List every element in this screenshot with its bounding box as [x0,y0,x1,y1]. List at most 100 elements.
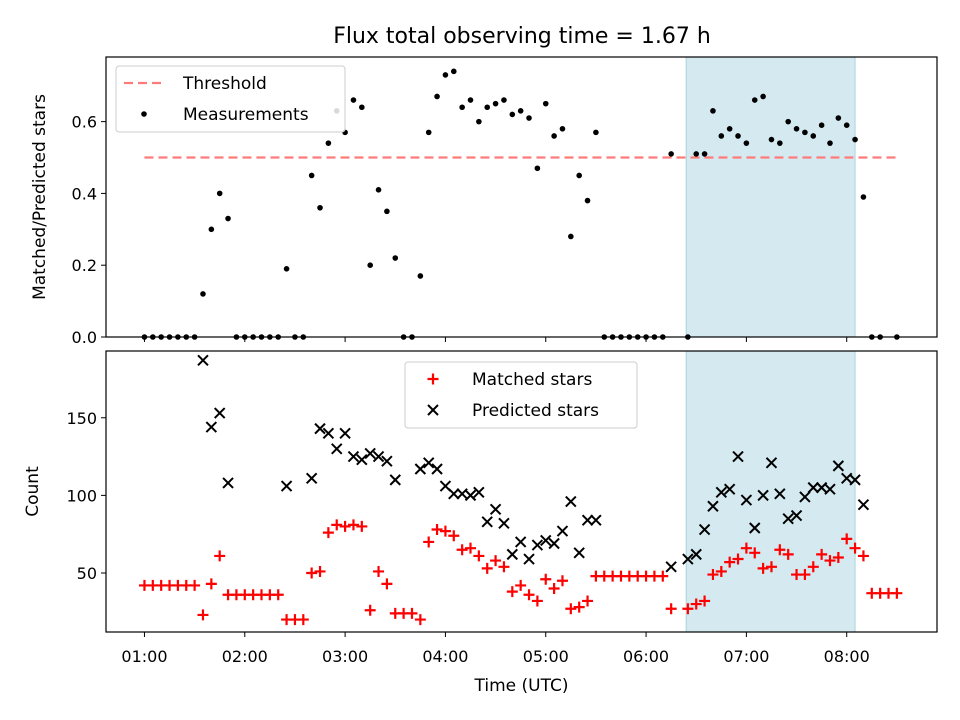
data-point [473,486,485,498]
data-point [456,544,468,556]
data-point [590,514,602,526]
data-point [665,561,677,573]
data-point [414,463,427,475]
data-point [542,100,549,107]
x-tick-label: 02:00 [222,647,268,666]
data-point [777,140,783,146]
data-point [807,561,819,573]
data-point [459,104,465,111]
legend-label: Predicted stars [472,401,599,421]
data-point [422,457,435,469]
data-point [501,97,507,103]
data-point [197,354,209,367]
data-point [707,500,719,512]
data-point [481,562,493,574]
data-point [439,525,451,537]
data-point [506,548,519,561]
data-point [523,553,535,565]
y-tick-label: 100 [66,486,97,505]
data-point [690,598,702,610]
top-legend: Threshold Measurements [115,65,346,133]
data-point [818,122,825,129]
data-point [793,125,800,132]
data-point [484,104,491,111]
top-axes: 0.0 0.2 0.4 0.6 Matched/Predicted stars Thres… [30,56,938,347]
data-point [581,514,594,526]
data-point [442,72,449,78]
data-point [785,118,791,125]
legend-label: Matched stars [472,370,592,390]
data-point [832,460,845,472]
data-point [693,151,700,157]
y-tick-label: 0.4 [72,184,97,203]
data-point [476,118,482,125]
y-tick-label: 0.2 [72,256,97,275]
data-point [565,603,577,615]
data-point [389,474,401,486]
data-point [774,488,786,500]
data-point [573,601,585,613]
series-measurements [141,68,900,340]
data-point [548,583,560,595]
data-point [417,273,424,279]
data-point [573,547,585,559]
data-point [710,108,716,114]
data-point [799,491,811,503]
legend-box [404,361,638,429]
data-point [724,556,736,568]
data-point [517,108,524,114]
data-point [450,68,457,75]
data-point [891,587,903,599]
x-tick-label: 08:00 [824,647,870,666]
data-point [751,97,758,103]
data-point [322,427,335,439]
data-point [514,536,527,548]
data-point [690,548,702,561]
data-point [331,443,343,455]
data-point [707,569,719,581]
data-point [857,550,869,562]
data-point [372,450,385,463]
data-point [322,527,334,539]
data-point [406,607,418,619]
data-point [317,204,323,211]
chart-title: Flux total observing time = 1.67 h [333,24,711,49]
top-axes-frame [105,56,938,338]
data-point [325,140,332,146]
data-point [715,565,727,577]
data-point [306,567,318,579]
data-point [347,519,359,531]
bottom-highlight-span [686,351,856,632]
data-point [331,519,343,531]
data-point [350,97,357,103]
data-point [489,503,502,516]
data-point [843,122,850,129]
data-point [810,133,817,139]
data-point [498,517,510,530]
data-point [790,509,803,522]
data-point [802,129,808,136]
data-point [782,512,794,525]
data-point [540,573,552,585]
data-point [760,93,766,100]
data-point [359,104,365,111]
data-point [849,542,861,554]
data-point [824,555,836,567]
y-tick-label: 0.0 [72,328,97,347]
data-point [534,165,541,172]
data-point [531,595,543,607]
data-point [682,603,694,615]
data-point [492,100,499,107]
data-point [280,480,293,492]
data-point [824,483,836,495]
data-point [364,447,376,460]
x-tick-label: 03:00 [322,647,368,666]
data-point [765,457,778,469]
y-tick-label: 50 [77,564,97,583]
data-point [556,525,569,537]
y-axis-label: Count [23,466,43,517]
data-point [816,548,828,560]
data-point [283,265,290,272]
data-point [665,603,677,615]
